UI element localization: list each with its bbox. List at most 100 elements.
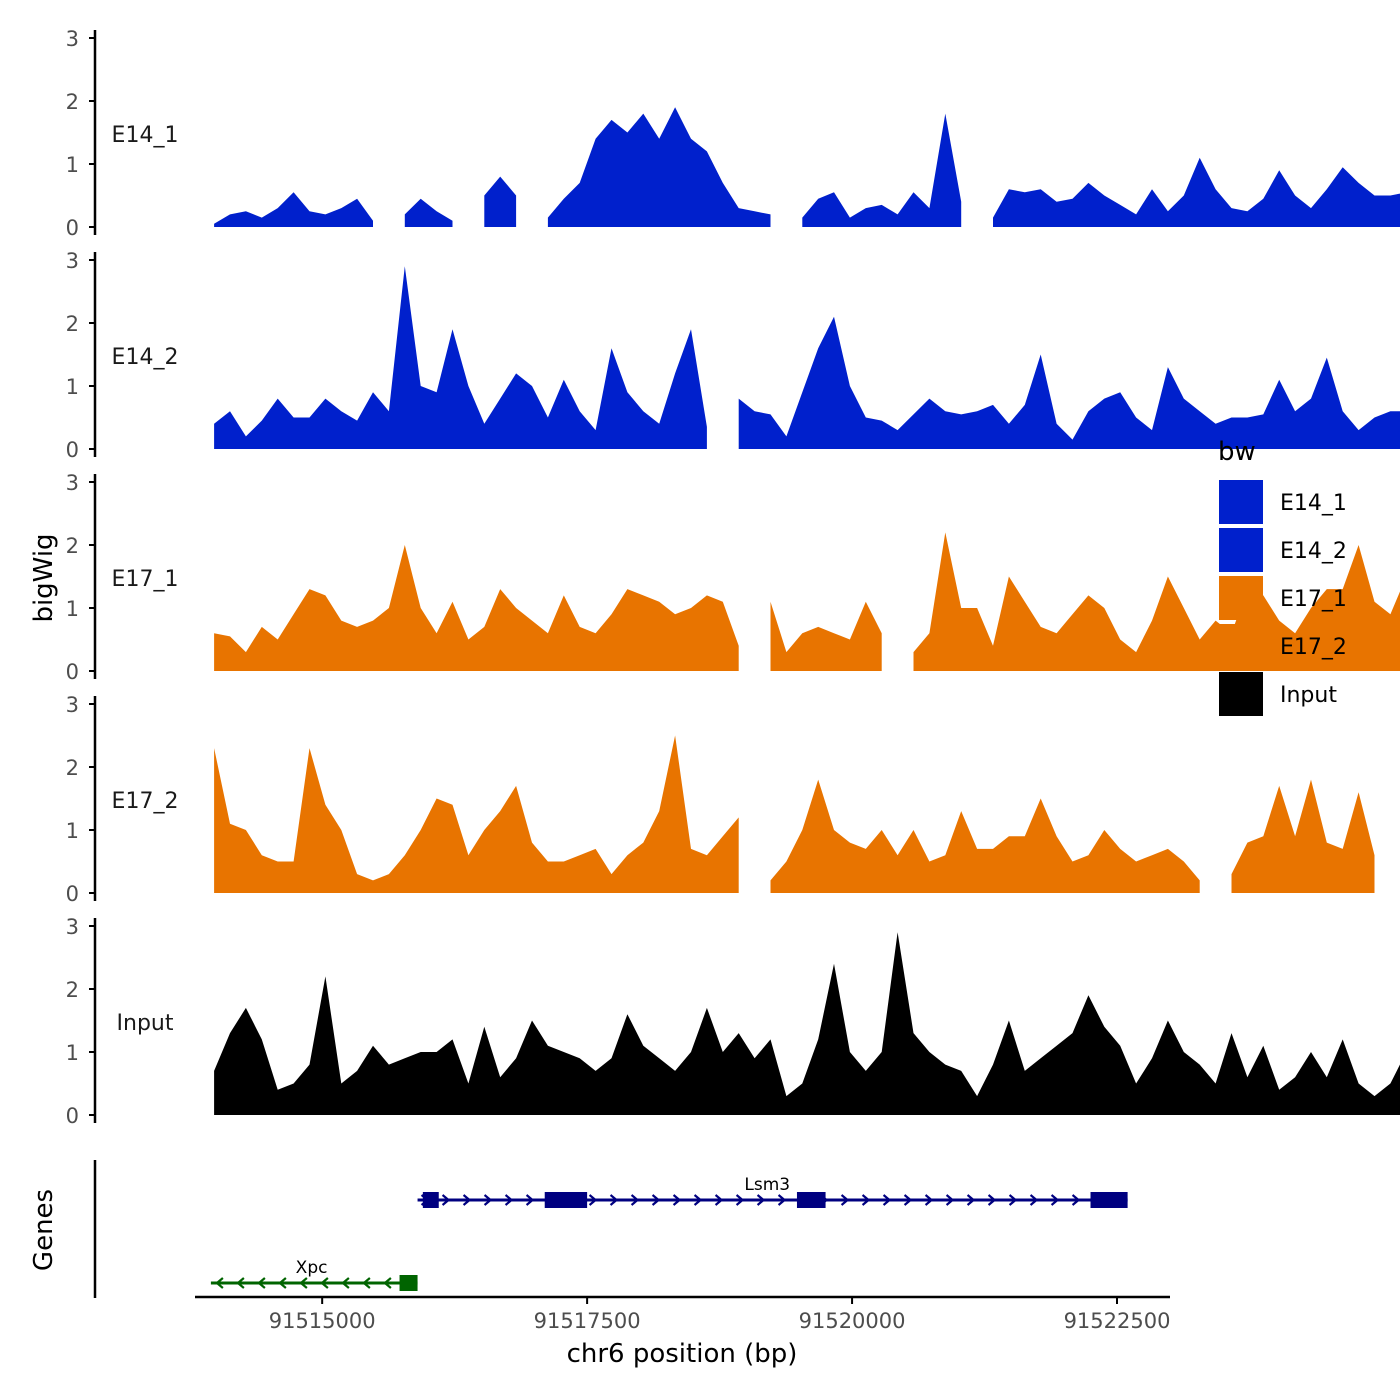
x-axis-label: chr6 position (bp) [567,1339,798,1369]
y-tick-label: 1 [66,819,79,843]
strand-arrow-icon [651,1194,661,1206]
y-tick-label: 3 [66,27,79,51]
strand-arrow-icon [236,1277,245,1289]
strand-arrow-icon [777,1194,787,1206]
strand-arrow-icon [383,1277,392,1289]
gene-exon [544,1192,588,1208]
strand-arrow-icon [693,1194,703,1206]
track-label: E17_1 [112,567,179,592]
legend-item-e17-2: E17_2 [1219,624,1347,668]
legend-label: Input [1280,683,1337,708]
coverage-area-e14-1-6 [993,157,1400,227]
strand-arrow-icon [966,1194,976,1206]
bigwig-tracks: 0 1 2 3 E14_1 0 1 2 3 E14_2 0 1 2 3 E17_1 0 1 2 3 E17_2 0 1 2 3… [66,27,1400,1128]
strand-arrow-icon [362,1277,371,1289]
legend-title: bw [1218,437,1256,467]
x-tick-label: 91522500 [1064,1309,1171,1333]
strand-arrow-icon [299,1277,308,1289]
y-tick-label: 3 [66,915,79,939]
coverage-area-input-1 [214,932,1400,1115]
strand-arrow-icon [714,1194,724,1206]
coverage-area-e14-1-3 [484,176,517,227]
y-tick-label: 3 [66,249,79,273]
coverage-area-e17-1-1 [214,545,739,671]
y-tick-label: 2 [66,978,79,1002]
strand-arrow-icon [903,1194,913,1206]
x-axis: 91515000 91517500 91520000 91522500 [195,1295,1171,1333]
x-tick-label: 91520000 [799,1309,906,1333]
track-e14-1: 0 1 2 3 E14_1 [66,27,1400,240]
legend-key [1219,624,1263,668]
strand-arrow-icon [483,1194,493,1206]
genes-axis-label: Genes [29,1189,59,1271]
strand-arrow-icon [257,1277,266,1289]
track-label: E17_2 [112,789,179,814]
strand-arrow-icon [215,1277,224,1289]
gene-exon [796,1192,826,1208]
y-tick-label: 2 [66,90,79,114]
coverage-area-e17-1-2 [770,601,882,671]
strand-arrow-icon [588,1194,598,1206]
strand-arrow-icon [1071,1194,1081,1206]
y-tick-label: 2 [66,312,79,336]
gene-lsm3: Lsm3 [417,1175,1128,1208]
y-tick-label: 3 [66,693,79,717]
y-tick-label: 0 [66,660,79,684]
coverage-area-e14-2-1 [214,266,707,449]
coverage-area-e14-1-5 [802,113,962,227]
y-tick-label: 3 [66,471,79,495]
gene-exon [1090,1192,1128,1208]
strand-arrow-icon [462,1194,472,1206]
legend-key [1219,528,1263,572]
strand-arrow-icon [1029,1194,1039,1206]
legend-label: E17_2 [1280,635,1347,660]
strand-arrow-icon [1050,1194,1060,1206]
strand-arrow-icon [320,1277,329,1289]
legend-key [1219,672,1263,716]
legend-label: E14_1 [1280,491,1347,516]
strand-arrow-icon [278,1277,287,1289]
y-tick-label: 0 [66,216,79,240]
strand-arrow-icon [630,1194,640,1206]
coverage-area-e14-2-2 [738,316,1400,449]
coverage-area-e14-1-4 [547,107,771,227]
coverage-area-e14-1-1 [214,192,373,227]
legend-item-input: Input [1219,672,1337,716]
y-tick-label: 1 [66,375,79,399]
strand-arrow-icon [756,1194,766,1206]
legend-item-e14-1: E14_1 [1219,480,1347,524]
coverage-area-e14-1-2 [404,198,453,227]
track-e14-2: 0 1 2 3 E14_2 [66,249,1400,462]
track-input: 0 1 2 3 Input [66,915,1400,1128]
coverage-area-e17-1-3 [913,532,1400,671]
track-e17-1: 0 1 2 3 E17_1 [66,471,1400,684]
strand-arrow-icon [735,1194,745,1206]
genes-panel: Lsm3 Xpc [93,1160,1128,1298]
legend-label: E17_1 [1280,587,1347,612]
y-tick-label: 2 [66,534,79,558]
strand-arrow-icon [882,1194,892,1206]
y-tick-label: 1 [66,597,79,621]
strand-arrow-icon [441,1194,451,1206]
legend-key [1219,480,1263,524]
x-tick-label: 91517500 [534,1309,641,1333]
strand-arrow-icon [945,1194,955,1206]
gene-xpc: Xpc [210,1258,418,1291]
gene-name-label: Lsm3 [744,1175,790,1195]
track-label: E14_2 [112,345,179,370]
legend-label: E14_2 [1280,539,1347,564]
legend-item-e14-2: E14_2 [1219,528,1347,572]
x-tick-label: 91515000 [269,1309,376,1333]
gene-name-label: Xpc [296,1258,328,1278]
y-tick-label: 2 [66,756,79,780]
track-e17-2: 0 1 2 3 E17_2 [66,693,1375,906]
strand-arrow-icon [924,1194,934,1206]
strand-arrow-icon [504,1194,514,1206]
track-label: Input [117,1011,174,1036]
strand-arrow-icon [987,1194,997,1206]
y-tick-label: 1 [66,1041,79,1065]
y-tick-label: 0 [66,882,79,906]
y-tick-label: 0 [66,438,79,462]
legend-item-e17-1: E17_1 [1219,576,1347,620]
